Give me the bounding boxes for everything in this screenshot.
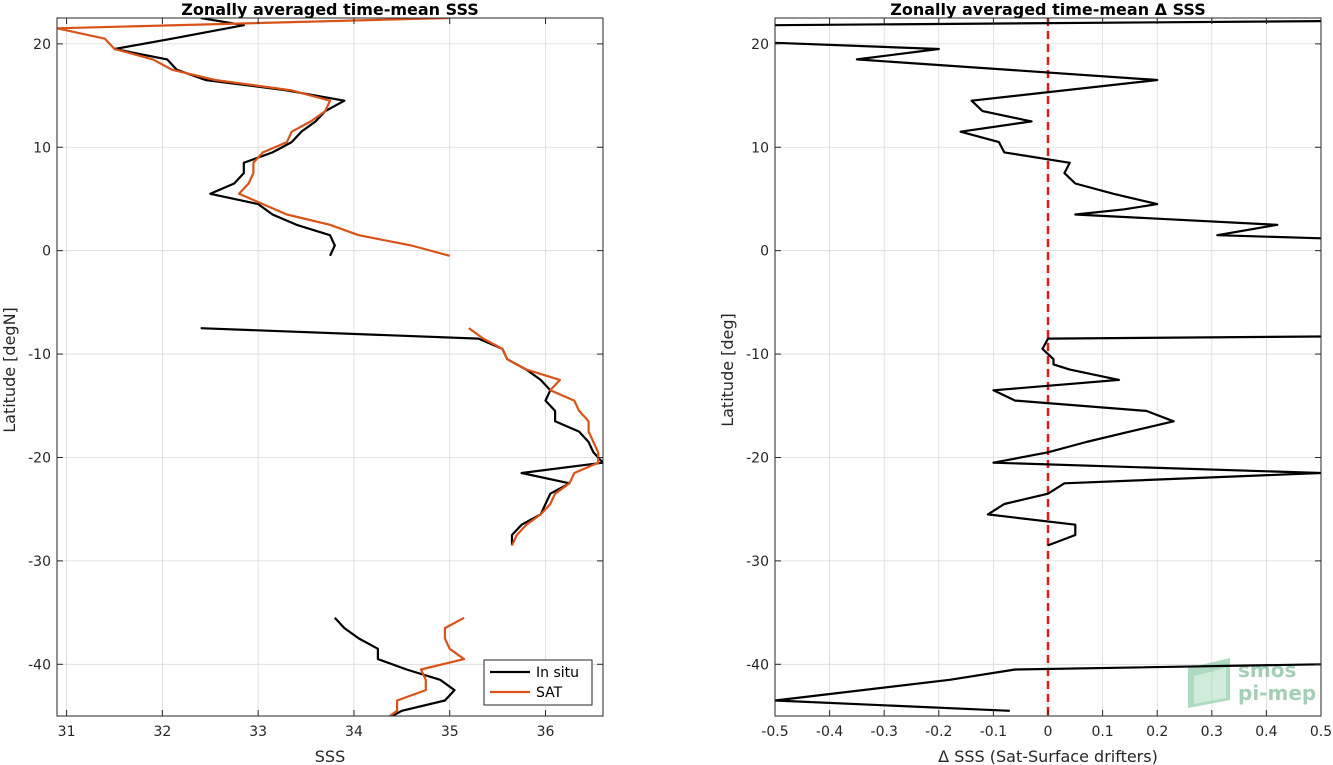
left-ytick-label: 20 (33, 37, 51, 53)
right-xtick-label: 0.2 (1146, 724, 1168, 740)
left-title: Zonally averaged time-mean SSS (181, 0, 479, 19)
left-ticks: 31 32 33 34 35 36 20 10 0 -10 -20 -30 -40 (28, 18, 603, 740)
left-lines (57, 18, 603, 716)
left-xtick-label: 31 (58, 724, 76, 740)
right-xtick-label: 0.5 (1310, 724, 1332, 740)
legend: In situ SAT (483, 659, 593, 706)
right-series-delta-segment (986, 335, 1321, 547)
left-xtick-label: 34 (345, 724, 363, 740)
right-xtick-label: -0.2 (925, 724, 952, 740)
left-ytick-label: 0 (42, 244, 51, 260)
watermark-logo: smos pi-mep (1188, 658, 1316, 708)
left-series-sat-segment (388, 616, 466, 716)
right-xtick-label: 0.4 (1255, 724, 1277, 740)
legend-box (483, 659, 593, 706)
left-series-sat-segment (57, 18, 450, 257)
left-ytick-label: -30 (28, 554, 51, 570)
right-ytick-label: 0 (760, 244, 769, 260)
right-xtick-label: -0.1 (980, 724, 1007, 740)
left-axes-frame (56, 17, 604, 717)
watermark-pimep: pi-mep (1238, 681, 1316, 705)
right-ticks: -0.5 -0.4 -0.3 -0.2 -0.1 0 0.1 0.2 0.3 0.4 0.5 20 10… (746, 18, 1332, 740)
left-xtick-label: 32 (153, 724, 171, 740)
right-ytick-label: -30 (746, 554, 769, 570)
right-panel: Zonally averaged time-mean Δ SSS smos pi… (718, 0, 1332, 765)
right-xtick-label: -0.4 (816, 724, 843, 740)
right-xlabel: Δ SSS (Sat-Surface drifters) (938, 747, 1158, 765)
right-ytick-label: -10 (746, 347, 769, 363)
left-xtick-label: 36 (537, 724, 555, 740)
right-xtick-label: 0.3 (1201, 724, 1223, 740)
left-xtick-label: 35 (441, 724, 459, 740)
watermark-smos: smos (1238, 658, 1296, 682)
right-xtick-label: 0.1 (1091, 724, 1113, 740)
right-title: Zonally averaged time-mean Δ SSS (890, 0, 1206, 19)
right-series-delta-segment (775, 663, 1321, 712)
right-ytick-label: 10 (751, 140, 769, 156)
left-ytick-label: -10 (28, 347, 51, 363)
left-ytick-label: -40 (28, 657, 51, 673)
left-panel: Zonally averaged time-mean SSS 31 32 33 34 3… (0, 0, 604, 765)
left-xtick-label: 33 (249, 724, 267, 740)
left-series-in-situ-segment (333, 617, 456, 716)
legend-label-sat: SAT (536, 685, 563, 701)
right-xtick-label: -0.5 (761, 724, 788, 740)
right-ylabel: Latitude [deg] (718, 313, 737, 427)
watermark-logo-shape-inner (1194, 668, 1226, 704)
legend-label-insitu: In situ (536, 665, 579, 681)
left-ylabel: Latitude [degN] (0, 307, 19, 433)
right-ytick-label: -20 (746, 450, 769, 466)
right-series-delta-segment (775, 41, 1321, 240)
right-xtick-label: -0.3 (871, 724, 898, 740)
left-series-sat-segment (468, 327, 600, 546)
left-xlabel: SSS (315, 747, 345, 765)
right-ytick-label: -40 (746, 657, 769, 673)
right-lines (775, 18, 1321, 716)
left-ytick-label: 10 (33, 140, 51, 156)
right-ytick-label: 20 (751, 37, 769, 53)
left-series-in-situ-segment (113, 18, 346, 257)
right-xtick-label: 0 (1044, 724, 1053, 740)
left-ytick-label: -20 (28, 450, 51, 466)
